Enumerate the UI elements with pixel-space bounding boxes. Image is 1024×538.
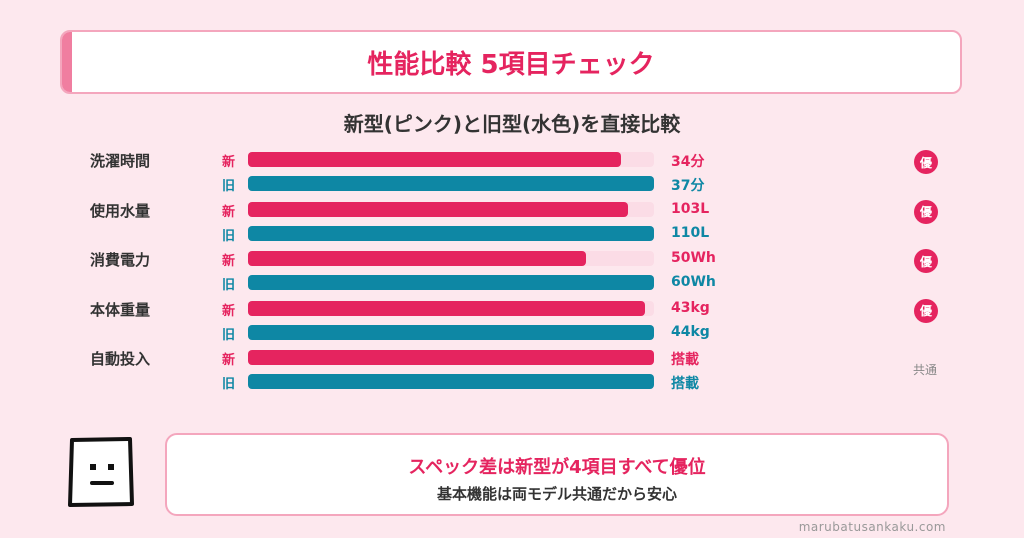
new-series-bar [248,201,629,217]
new-series-tag: 新 [222,204,236,220]
bar-track [248,176,654,191]
bar-track [248,201,654,217]
old-value-label: 60Wh [671,274,716,290]
old-series-bar [248,324,654,340]
better-badge: 優 [914,150,938,174]
bar-track [248,350,654,365]
face-icon [68,437,134,507]
old-value-label: 44kg [671,323,710,340]
metric-label: 本体重量 [90,300,151,319]
bar-track [248,324,654,340]
site-url: marubatusankaku.com [798,520,946,534]
new-series-tag: 新 [222,254,236,269]
old-series-tag: 旧 [222,228,236,244]
old-series-bar [248,176,654,191]
summary-headline: スペック差は新型が4項目すべて優位 [408,457,706,478]
old-series-bar [248,374,654,389]
new-value-label: 103L [671,200,710,217]
bar-track [248,275,654,290]
new-series-bar [248,350,654,365]
page-title: 性能比較 5項目チェック [367,49,655,80]
bar-track [248,300,654,316]
title-box: 性能比較 5項目チェック [60,30,962,94]
new-value-label: 43kg [671,299,710,316]
new-series-bar [248,152,622,167]
metric-label: 洗濯時間 [90,152,151,170]
summary-note: 基本機能は両モデル共通だから安心 [436,485,677,503]
old-series-tag: 旧 [222,179,236,194]
new-value-label: 50Wh [671,250,716,266]
new-series-tag: 新 [222,353,236,368]
title-accent-bar [62,32,72,92]
bar-track [248,225,654,241]
summary-box: スペック差は新型が4項目すべて優位 基本機能は両モデル共通だから安心 [165,433,949,516]
old-series-bar [248,225,654,241]
old-series-tag: 旧 [222,278,236,293]
old-series-bar [248,275,654,290]
old-value-label: 110L [671,224,710,241]
bar-track [248,374,654,389]
better-badge: 優 [914,298,938,323]
new-series-tag: 新 [222,155,236,170]
metric-label: 使用水量 [90,201,151,220]
old-value-label: 搭載 [671,376,699,392]
better-badge: 優 [914,249,938,273]
bar-track [248,152,654,167]
new-series-bar [248,251,587,266]
old-series-tag: 旧 [222,377,236,392]
metric-label: 消費電力 [90,251,151,269]
new-value-label: 34分 [671,154,705,170]
chart-subtitle: 新型(ピンク)と旧型(水色)を直接比較 [343,112,681,136]
new-series-tag: 新 [222,303,236,319]
new-series-bar [248,300,645,316]
old-value-label: 37分 [671,178,705,194]
old-series-tag: 旧 [222,327,236,343]
bar-track [248,251,654,266]
better-badge: 優 [914,199,938,224]
common-note: 共通 [913,363,938,377]
metric-label: 自動投入 [90,350,151,368]
new-value-label: 搭載 [671,352,699,368]
